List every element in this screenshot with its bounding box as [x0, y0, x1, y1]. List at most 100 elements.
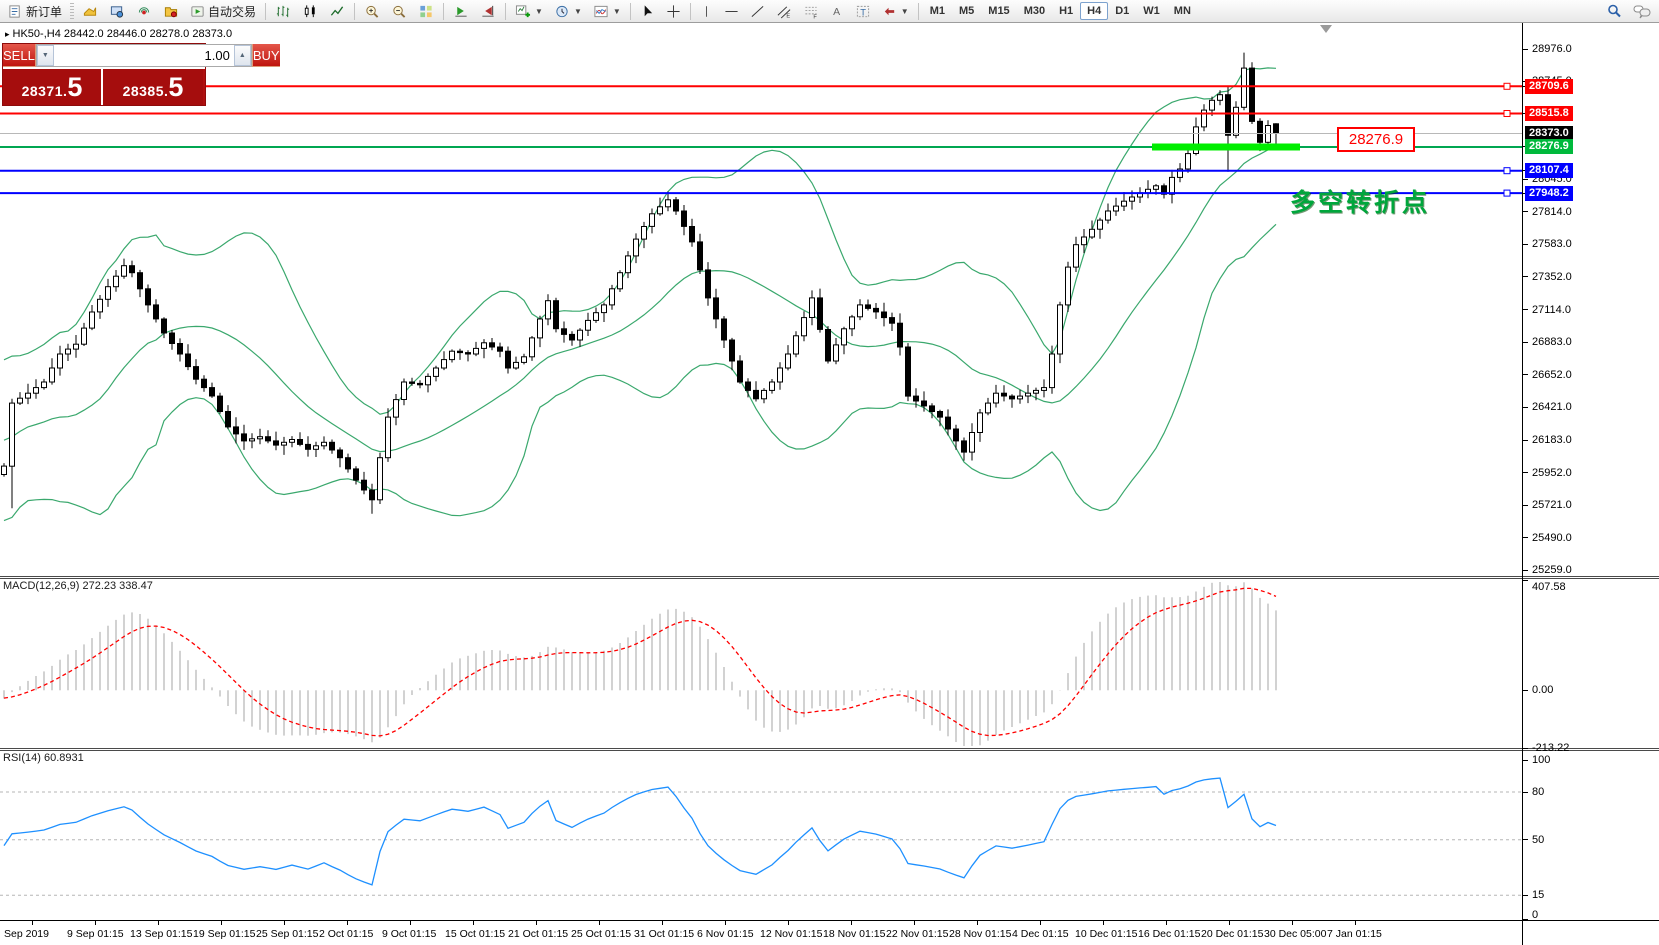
time-axis-tick: [725, 921, 726, 925]
zoom-out-button[interactable]: [386, 1, 412, 21]
cursor-tool-button[interactable]: [635, 1, 660, 21]
bar-chart-button[interactable]: [270, 1, 296, 21]
price-axis[interactable]: 28976.028745.028045.027814.027583.027352…: [1522, 23, 1659, 945]
turning-point-annotation[interactable]: 多空转折点: [1290, 189, 1431, 217]
line-chart-button[interactable]: [324, 1, 350, 21]
time-axis[interactable]: Sep 2019 9 Sep 01:15 13 Sep 01:15 19 Sep 01…: [0, 920, 1659, 945]
price-axis-tick-label: 27352.0: [1532, 270, 1572, 283]
tile-windows-button[interactable]: [413, 1, 439, 21]
price-axis-tick-label: 27814.0: [1532, 205, 1572, 218]
timeframe-m30[interactable]: M30: [1017, 2, 1052, 20]
dropdown-arrow-icon: ▼: [900, 6, 909, 16]
time-axis-tick: [221, 921, 222, 925]
new-chart-dropdown[interactable]: ▼: [510, 1, 548, 21]
chart-shift-button[interactable]: [475, 1, 501, 21]
time-axis-label: 31 Oct 01:15: [634, 928, 695, 940]
macd-axis-tick: [1523, 579, 1528, 581]
price-line-label[interactable]: 27948.2: [1525, 185, 1573, 201]
svg-text:F: F: [813, 14, 817, 18]
macd-panel[interactable]: [0, 580, 1522, 748]
arrows-tool-icon: [882, 4, 897, 19]
panel-separator[interactable]: [0, 576, 1659, 579]
toolbar-separator: [629, 2, 631, 20]
main-price-chart[interactable]: [0, 23, 1522, 577]
rsi-panel[interactable]: [0, 752, 1522, 920]
time-axis-label: 25 Oct 01:15: [571, 928, 632, 940]
auto-scroll-button[interactable]: [448, 1, 474, 21]
svg-text:A: A: [833, 6, 840, 18]
new-order-button[interactable]: 新订单: [3, 1, 67, 21]
rsi-axis-tick: [1523, 759, 1528, 761]
time-axis-label: 30 Dec 05:00: [1264, 928, 1327, 940]
chart-shift-marker-icon[interactable]: [1320, 25, 1332, 33]
autotrading-button[interactable]: 自动交易: [185, 1, 261, 21]
time-axis-tick: [536, 921, 537, 925]
price-axis-tick: [1523, 243, 1528, 245]
timeframe-m1[interactable]: M1: [923, 2, 952, 20]
indicators-dropdown[interactable]: ▼: [588, 1, 626, 21]
toolbar-separator: [917, 2, 919, 20]
chat-button[interactable]: [1628, 1, 1656, 21]
timeframe-h4[interactable]: H4: [1080, 2, 1109, 20]
horizontal-line-tool[interactable]: [719, 1, 744, 21]
time-axis-label: 4 Dec 01:15: [1012, 928, 1069, 940]
time-axis-label: 12 Nov 01:15: [760, 928, 823, 940]
search-button[interactable]: [1601, 1, 1627, 21]
window-triangle-icon: ▸: [5, 29, 10, 39]
trendline-tool[interactable]: [745, 1, 770, 21]
timeframe-m15[interactable]: M15: [981, 2, 1016, 20]
rsi-axis-tick: [1523, 918, 1528, 920]
price-line-label[interactable]: 28709.6: [1525, 78, 1573, 94]
text-tool[interactable]: A: [825, 1, 849, 21]
text-label-tool[interactable]: T: [850, 1, 876, 21]
rsi-axis-tick: [1523, 894, 1528, 896]
svg-text:T: T: [860, 7, 866, 17]
lot-increase-button[interactable]: ▲: [233, 45, 251, 66]
zoom-in-button[interactable]: [359, 1, 385, 21]
time-axis-tick: [32, 921, 33, 925]
market-watch-icon: [82, 4, 98, 19]
price-callout-label[interactable]: 28276.9: [1337, 127, 1415, 152]
price-line-label[interactable]: 28373.0: [1525, 126, 1573, 142]
vertical-line-tool[interactable]: [695, 1, 718, 21]
crosshair-tool-button[interactable]: [661, 1, 686, 21]
price-line-label[interactable]: 28107.4: [1525, 163, 1573, 179]
panel-separator[interactable]: [0, 748, 1659, 751]
time-axis-label: 13 Sep 01:15: [130, 928, 193, 940]
price-line-label[interactable]: 28515.8: [1525, 106, 1573, 121]
market-watch-button[interactable]: [77, 1, 103, 21]
signals-button[interactable]: [131, 1, 157, 21]
timeframe-m5[interactable]: M5: [952, 2, 981, 20]
time-axis-tick: [1103, 921, 1104, 925]
price-axis-tick-label: 26421.0: [1532, 401, 1572, 414]
candlestick-chart-button[interactable]: [297, 1, 323, 21]
price-axis-tick: [1523, 406, 1528, 408]
price-axis-tick: [1523, 48, 1528, 50]
navigator-icon: [109, 4, 125, 19]
price-axis-tick-label: 26883.0: [1532, 336, 1572, 349]
lot-size-input[interactable]: [53, 45, 234, 66]
rsi-axis-tick: [1523, 791, 1528, 793]
timeframe-mn[interactable]: MN: [1167, 2, 1198, 20]
text-icon: A: [830, 4, 844, 19]
symbol-ohlc-header: ▸ HK50-,H4 28442.0 28446.0 28278.0 28373.…: [5, 28, 233, 40]
price-axis-tick: [1523, 537, 1528, 539]
sell-price-display[interactable]: 28371. 5: [3, 69, 103, 105]
buy-price-display[interactable]: 28385. 5: [103, 69, 203, 105]
timeframe-h1[interactable]: H1: [1052, 2, 1080, 20]
time-axis-tick: [1229, 921, 1230, 925]
timeframe-w1[interactable]: W1: [1136, 2, 1167, 20]
text-label-icon: T: [855, 4, 871, 19]
timeframe-d1[interactable]: D1: [1108, 2, 1136, 20]
history-center-button[interactable]: [158, 1, 184, 21]
navigator-button[interactable]: [104, 1, 130, 21]
periods-dropdown[interactable]: ▼: [549, 1, 587, 21]
equidistant-channel-tool[interactable]: E: [771, 1, 797, 21]
fibonacci-tool[interactable]: F: [798, 1, 824, 21]
buy-button[interactable]: BUY: [251, 44, 280, 67]
lot-decrease-button[interactable]: ▼: [36, 45, 54, 66]
sell-button[interactable]: SELL: [3, 44, 36, 67]
price-line-label[interactable]: 28276.9: [1525, 139, 1573, 155]
price-axis-tick-label: 28976.0: [1532, 43, 1572, 55]
arrows-tool-dropdown[interactable]: ▼: [877, 1, 914, 21]
